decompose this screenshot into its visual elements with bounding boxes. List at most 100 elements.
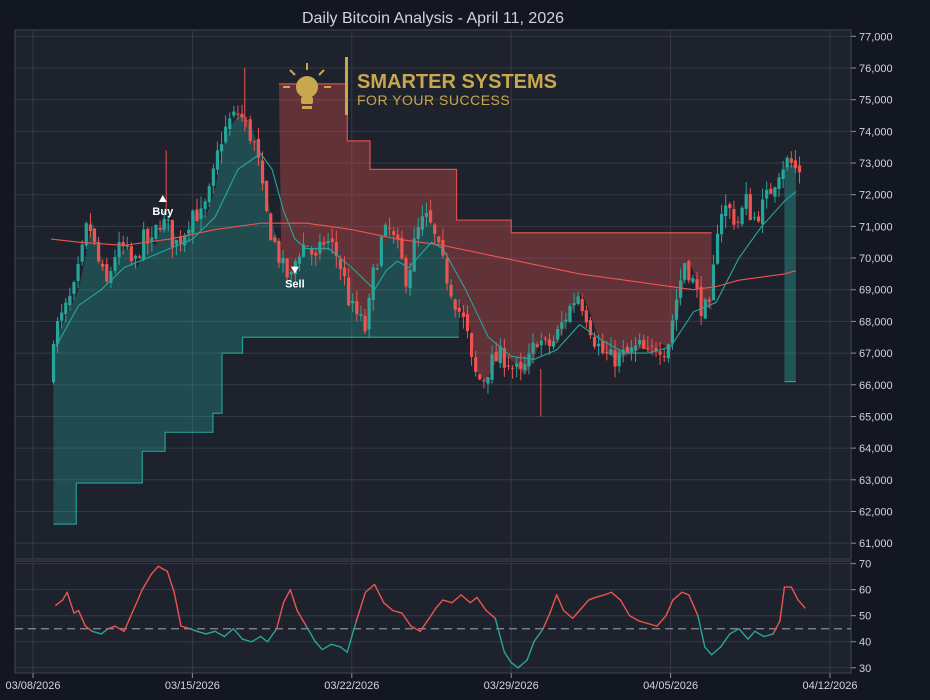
candle-body [105, 264, 109, 282]
price-tick-label: 64,000 [859, 443, 893, 455]
rsi-segment [266, 628, 278, 643]
candle-body [658, 351, 662, 355]
candle-body [715, 233, 720, 264]
candle-body [679, 280, 683, 298]
candle-body [494, 351, 498, 362]
candle-body [326, 241, 330, 244]
candle-body [260, 160, 265, 184]
candle-body [375, 268, 379, 270]
candle-body [482, 380, 486, 382]
candle-body [109, 271, 113, 283]
candle-body [441, 240, 445, 256]
rsi-segment [510, 661, 519, 669]
candle-body [453, 299, 457, 310]
rsi-tick-label: 60 [859, 585, 871, 597]
rsi-segment [91, 630, 103, 635]
candle-body [355, 301, 359, 315]
rsi-segment [223, 628, 235, 638]
candle-body [133, 255, 138, 259]
candle-body [457, 307, 461, 312]
rsi-segment [704, 646, 713, 656]
candle-body [560, 322, 564, 329]
sell-arrow-icon [290, 266, 299, 274]
rsi-panel-bg [14, 560, 852, 674]
candle-body [732, 209, 736, 225]
candle-body [551, 341, 556, 347]
candle-body [228, 118, 232, 130]
candle-body [322, 242, 326, 245]
candle-body [121, 241, 125, 247]
candle-body [154, 224, 158, 239]
candle-body [92, 228, 97, 242]
x-tick-label: 03/08/2026 [5, 680, 60, 692]
rsi-segment [619, 599, 631, 617]
candle-body [252, 141, 256, 143]
rsi-segment [542, 612, 551, 630]
candle-body [760, 199, 765, 225]
rsi-segment [189, 628, 198, 633]
rsi-segment [84, 625, 93, 633]
rsi-segment [260, 635, 269, 643]
candle-body [486, 376, 490, 384]
candle-body [215, 150, 220, 170]
candle-body [88, 224, 92, 232]
price-panel-bg [14, 29, 852, 560]
candle-body [72, 282, 76, 294]
candle-body [174, 240, 179, 245]
candle-body [469, 333, 474, 358]
candle-body [207, 186, 211, 203]
rsi-segment [571, 609, 581, 620]
candle-body [416, 227, 420, 239]
candle-body [318, 241, 322, 254]
candle-body [137, 256, 142, 258]
signal-markers: Buy Sell [152, 195, 305, 291]
rsi-segment [392, 609, 403, 614]
rsi-segment [719, 633, 731, 648]
price-tick-label: 75,000 [859, 95, 893, 107]
rsi-segment [556, 594, 565, 612]
rsi-segment [55, 599, 64, 606]
rsi-tick-label: 70 [859, 559, 871, 571]
rsi-tick-label: 30 [859, 663, 871, 675]
candle-body [699, 286, 703, 316]
rsi-segment [763, 633, 774, 638]
candle-body [777, 177, 781, 190]
rsi-segment [697, 614, 706, 648]
candle-body [203, 201, 207, 209]
candle-body [568, 306, 572, 322]
rsi-segment [330, 643, 342, 648]
rsi-segment [173, 591, 182, 627]
candle-body [789, 158, 793, 163]
candle-body [584, 310, 588, 323]
rsi-segment [797, 599, 806, 609]
candle-body [445, 258, 449, 284]
candle-body [244, 120, 248, 122]
candle-body [101, 263, 105, 267]
price-panel: Buy Sell 61,000 62,000 63,000 64,000 65,000 66… [14, 29, 893, 560]
candle-body [211, 168, 215, 186]
candle-body [281, 258, 285, 264]
candle-body [334, 242, 338, 257]
candle-body [68, 295, 72, 306]
candle-body [428, 210, 433, 223]
rsi-y-axis: 30 40 50 60 70 [851, 559, 871, 675]
candle-body [388, 227, 392, 229]
rsi-segment [428, 607, 437, 620]
candle-body [465, 314, 470, 332]
rsi-segment [772, 620, 781, 635]
candle-body [363, 315, 367, 332]
price-tick-label: 66,000 [859, 380, 893, 392]
candle-body [523, 364, 527, 371]
candle-body [240, 113, 244, 118]
rsi-segment [77, 609, 87, 627]
candle-body [265, 180, 269, 212]
rsi-segment [526, 641, 535, 661]
candle-body [670, 320, 675, 344]
candle-body [351, 300, 355, 304]
price-tick-label: 65,000 [859, 411, 893, 423]
candle-body [449, 284, 453, 297]
candle-body [183, 235, 187, 246]
price-tick-label: 72,000 [859, 190, 893, 202]
candle-body [187, 229, 191, 234]
rsi-segment [61, 591, 68, 601]
